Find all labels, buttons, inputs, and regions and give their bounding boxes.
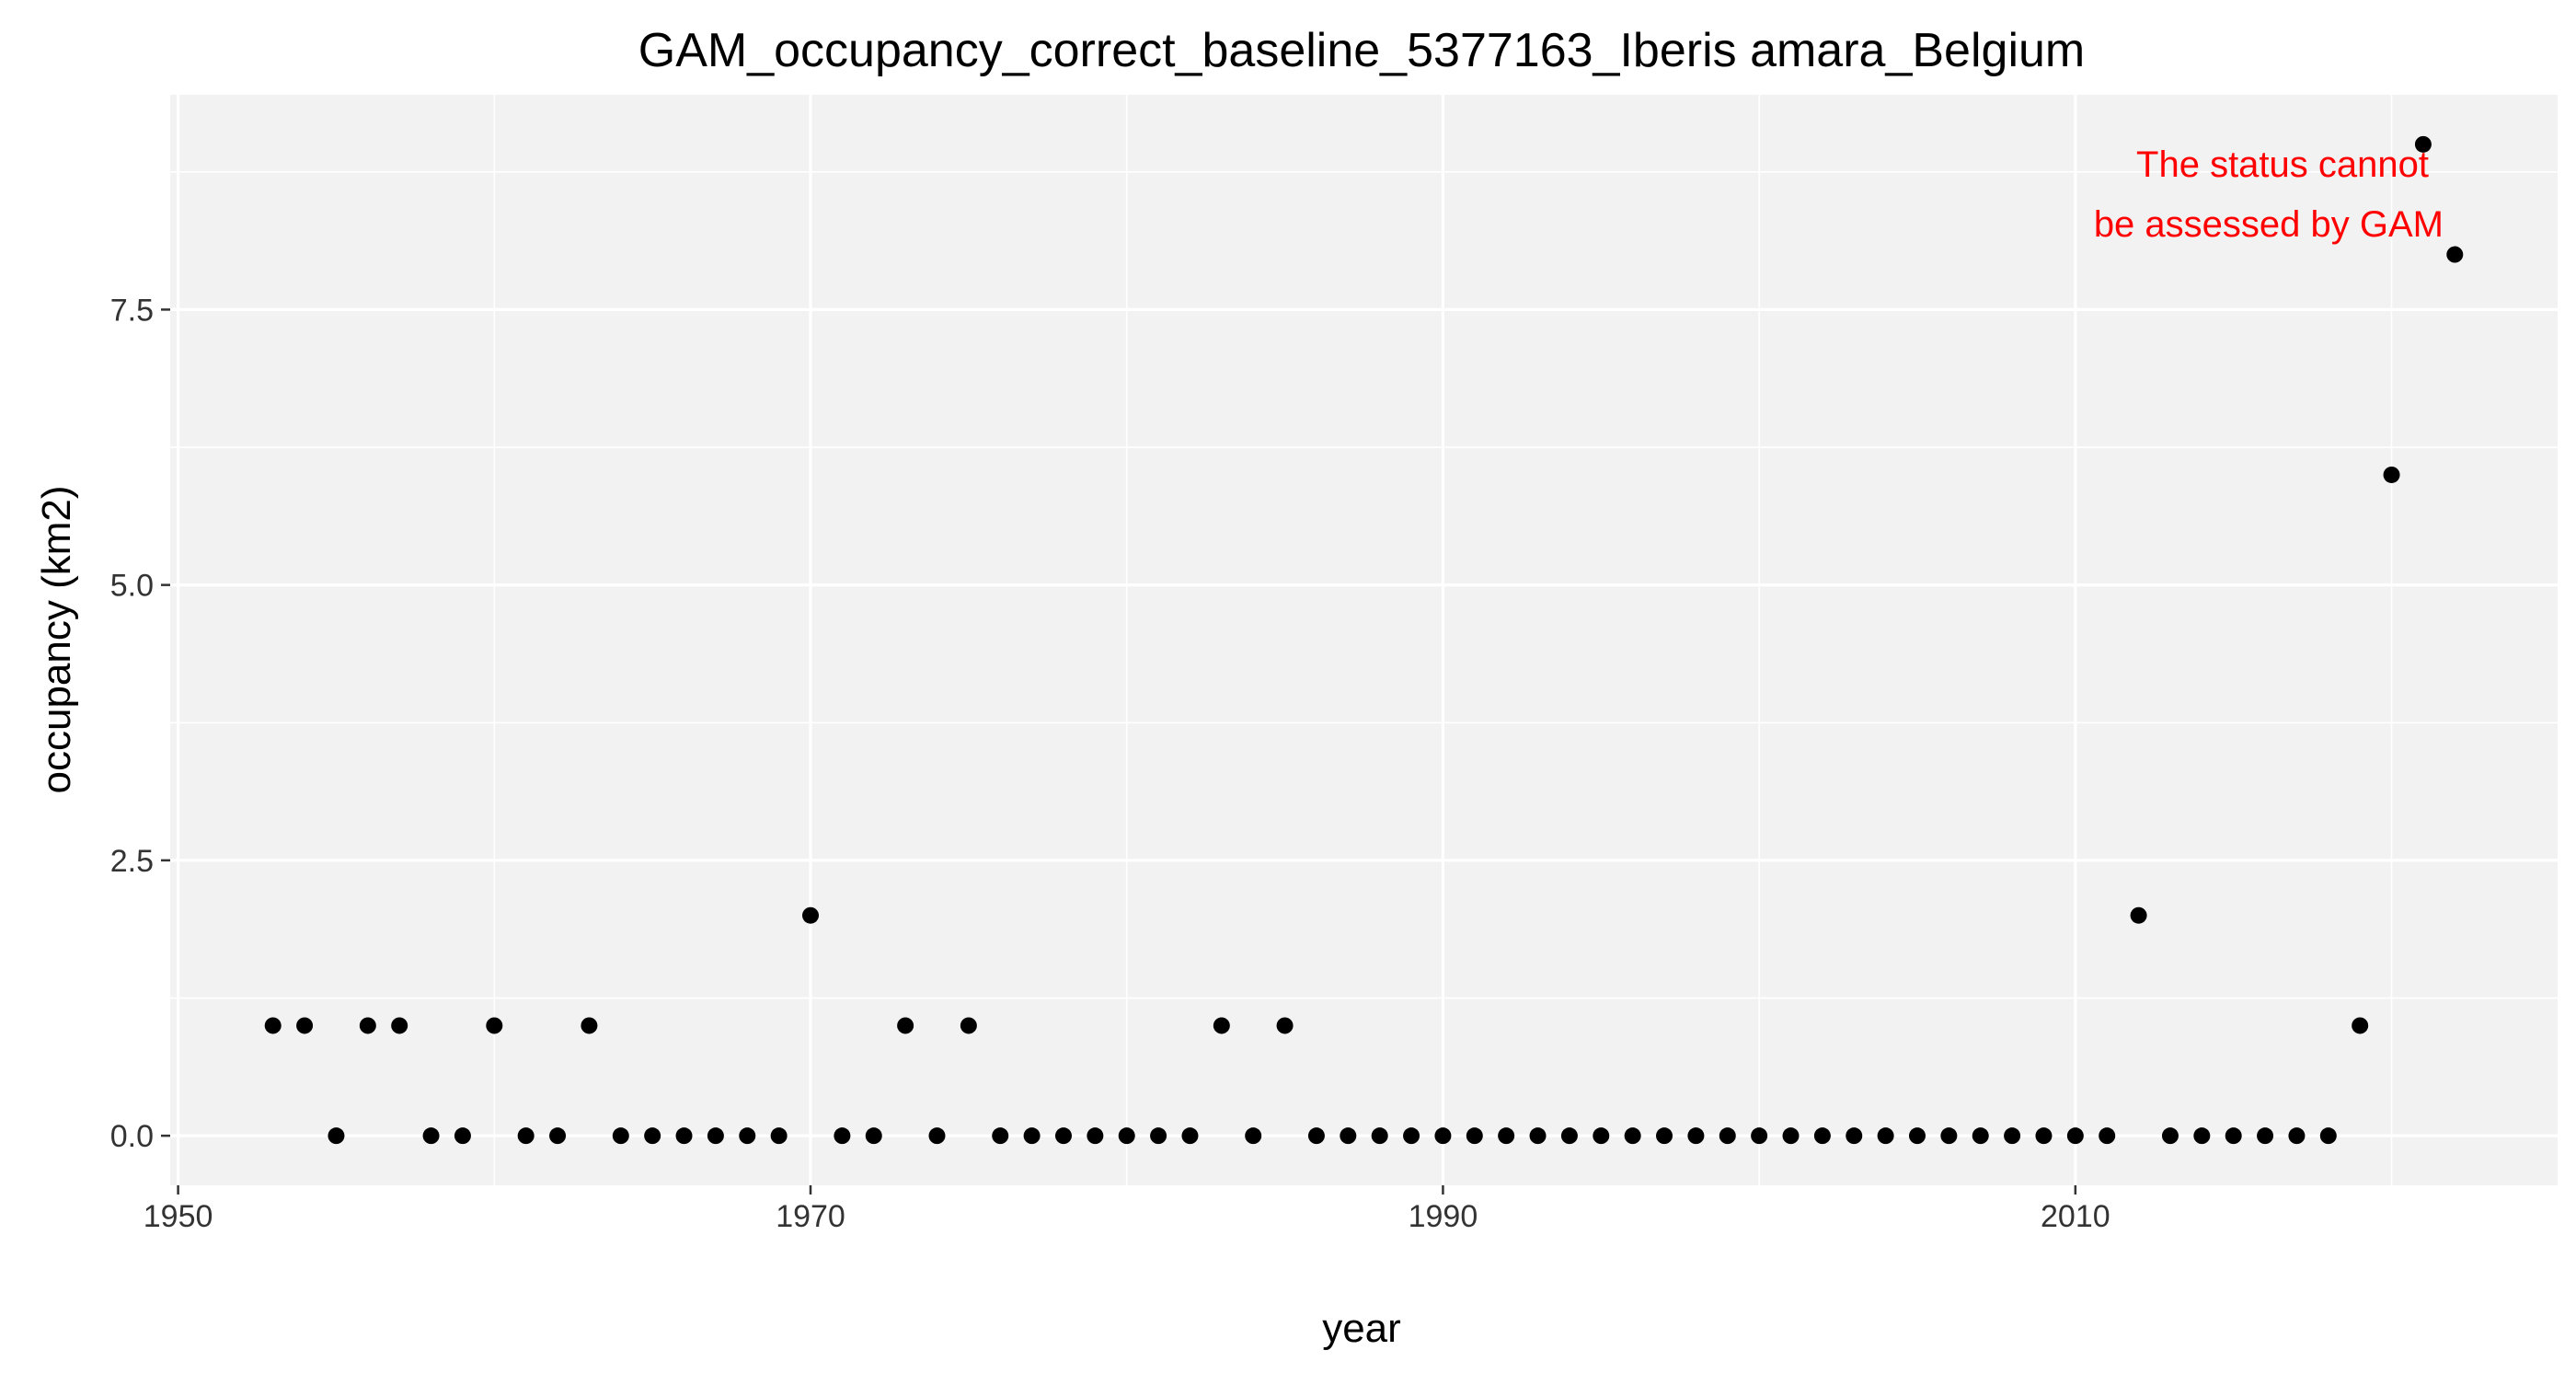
data-point xyxy=(264,1017,282,1034)
data-point xyxy=(422,1127,440,1145)
data-point xyxy=(1877,1127,1894,1145)
data-point xyxy=(707,1127,724,1145)
data-point xyxy=(486,1017,503,1034)
x-tick-label: 2010 xyxy=(2041,1199,2110,1234)
data-point xyxy=(1846,1127,1863,1145)
data-point xyxy=(2161,1127,2179,1145)
data-point xyxy=(2288,1127,2306,1145)
data-point xyxy=(1593,1127,1610,1145)
data-point xyxy=(1782,1127,1800,1145)
grid-lines xyxy=(170,95,2558,1185)
x-tick-label: 1950 xyxy=(144,1199,213,1234)
data-point xyxy=(802,906,820,924)
data-point xyxy=(612,1127,629,1145)
data-point xyxy=(2383,466,2400,483)
data-point xyxy=(2319,1127,2337,1145)
data-point xyxy=(2352,1017,2369,1034)
data-point xyxy=(1560,1127,1578,1145)
data-point xyxy=(359,1017,376,1034)
data-point xyxy=(1023,1127,1041,1145)
y-tick-label: 7.5 xyxy=(110,293,154,328)
y-axis-title: occupancy (km2) xyxy=(34,485,79,793)
x-axis-title: year xyxy=(1322,1306,1401,1351)
data-point xyxy=(1213,1017,1230,1034)
y-tick-label: 5.0 xyxy=(110,569,154,604)
data-point xyxy=(2446,246,2464,263)
annotation-line-1: The status cannot xyxy=(2136,144,2429,185)
data-point xyxy=(2257,1127,2274,1145)
data-point xyxy=(1624,1127,1641,1145)
data-point xyxy=(1813,1127,1831,1145)
plot-panel xyxy=(170,95,2558,1185)
data-point xyxy=(739,1127,756,1145)
data-point xyxy=(1054,1127,1072,1145)
data-point xyxy=(1940,1127,1958,1145)
data-point xyxy=(1719,1127,1736,1145)
annotation-line-2: be assessed by GAM xyxy=(2094,204,2444,245)
data-point xyxy=(1972,1127,1989,1145)
chart-title: GAM_occupancy_correct_baseline_5377163_I… xyxy=(638,24,2086,77)
data-point xyxy=(549,1127,567,1145)
data-point xyxy=(1403,1127,1420,1145)
data-point xyxy=(2099,1127,2116,1145)
data-point xyxy=(2130,906,2147,924)
data-point xyxy=(296,1017,314,1034)
data-point xyxy=(928,1127,946,1145)
data-point xyxy=(2225,1127,2242,1145)
x-tick-label: 1970 xyxy=(776,1199,845,1234)
data-point xyxy=(992,1127,1009,1145)
data-point xyxy=(454,1127,471,1145)
y-tick-label: 2.5 xyxy=(110,844,154,879)
data-point xyxy=(328,1127,345,1145)
data-point xyxy=(1245,1127,1262,1145)
data-point xyxy=(1434,1127,1452,1145)
data-point xyxy=(2414,135,2432,153)
data-point xyxy=(2004,1127,2021,1145)
data-points xyxy=(264,135,2464,1145)
data-point xyxy=(834,1127,851,1145)
data-point xyxy=(675,1127,693,1145)
data-point xyxy=(1498,1127,1515,1145)
data-point xyxy=(2066,1127,2084,1145)
data-point xyxy=(1118,1127,1135,1145)
data-point xyxy=(2035,1127,2053,1145)
data-point xyxy=(1371,1127,1388,1145)
data-point xyxy=(1307,1127,1325,1145)
data-point xyxy=(1150,1127,1167,1145)
y-tick-label: 0.0 xyxy=(110,1119,154,1154)
data-point xyxy=(897,1017,914,1034)
data-point xyxy=(1529,1127,1547,1145)
data-point xyxy=(391,1017,408,1034)
data-point xyxy=(1087,1127,1104,1145)
x-tick-label: 1990 xyxy=(1409,1199,1478,1234)
data-point xyxy=(1908,1127,1926,1145)
data-point xyxy=(960,1017,977,1034)
data-point xyxy=(1656,1127,1673,1145)
data-point xyxy=(1466,1127,1483,1145)
data-point xyxy=(1181,1127,1199,1145)
data-point xyxy=(1276,1017,1294,1034)
axis-ticks: 1950 1970 1990 2010 0.0 2.5 5.0 7.5 xyxy=(110,293,2110,1234)
data-point xyxy=(644,1127,661,1145)
data-point xyxy=(581,1017,598,1034)
data-point xyxy=(865,1127,882,1145)
data-point xyxy=(2193,1127,2211,1145)
data-point xyxy=(1340,1127,1357,1145)
data-point xyxy=(517,1127,535,1145)
data-point xyxy=(770,1127,788,1145)
data-point xyxy=(1687,1127,1705,1145)
data-point xyxy=(1751,1127,1768,1145)
